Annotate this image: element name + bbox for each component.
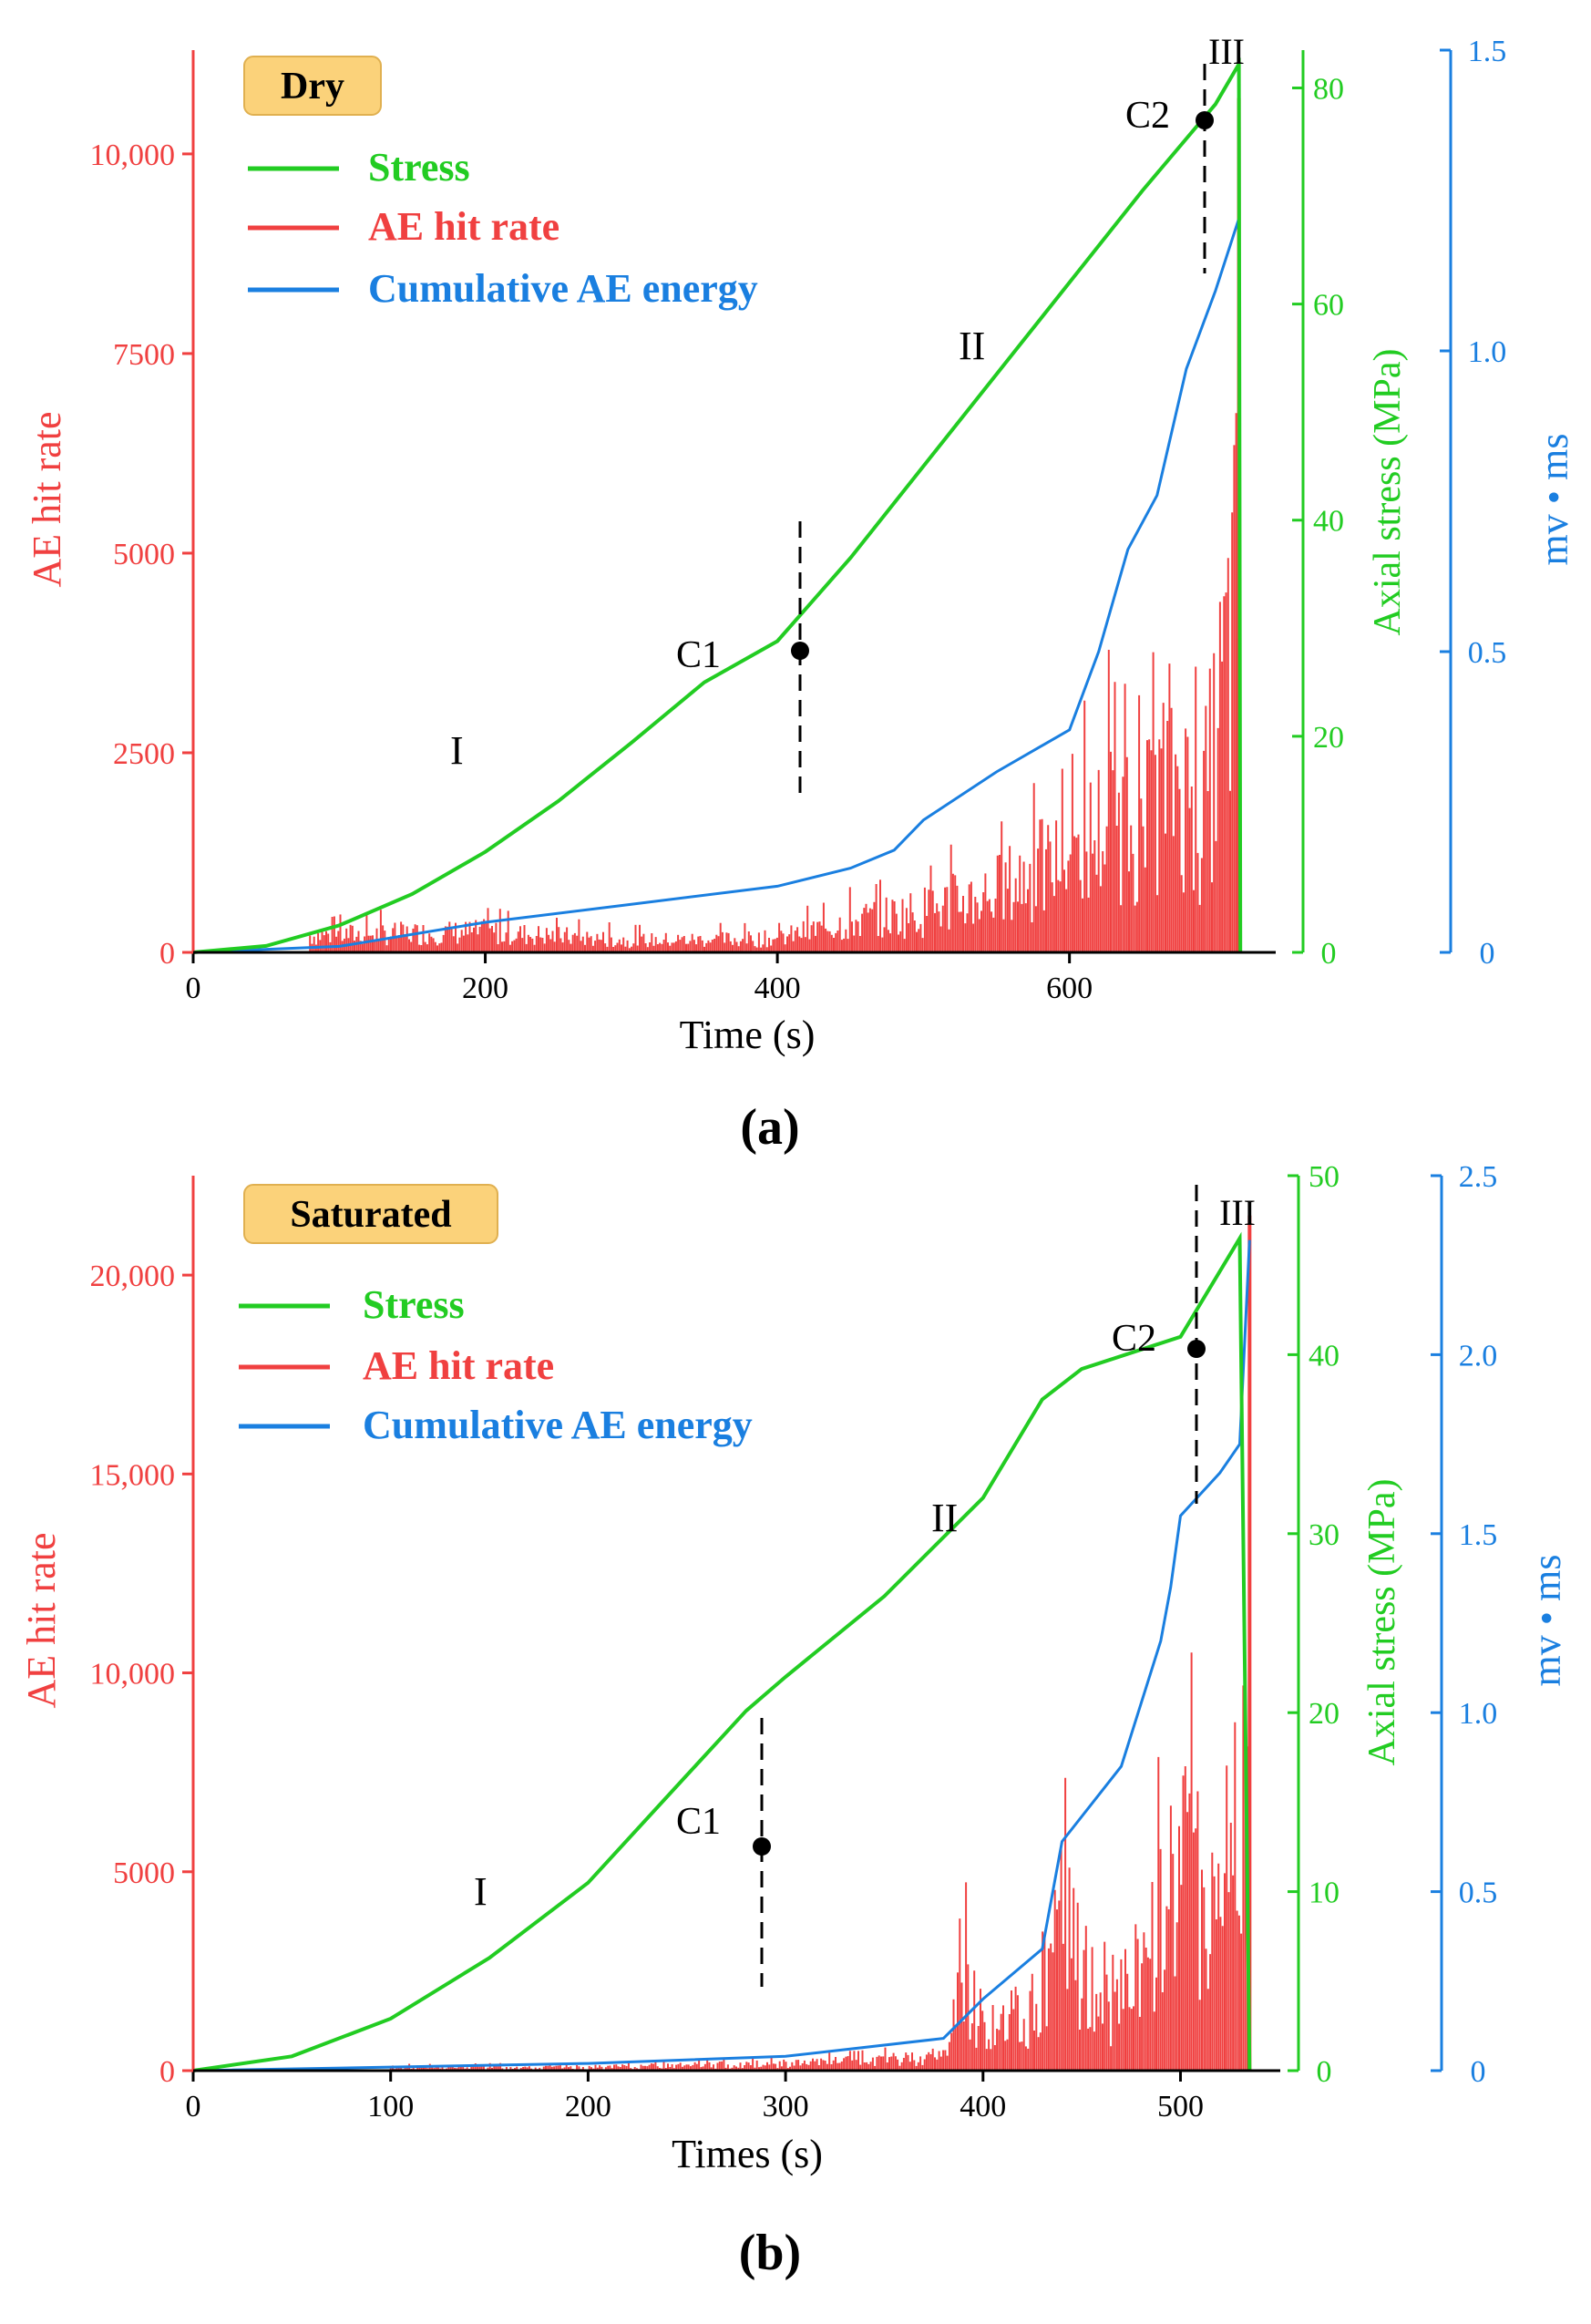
right-tick-label: 0.5	[1459, 1877, 1498, 1910]
c2-label: C2	[1112, 1318, 1156, 1360]
legend-ae-label: AE hit rate	[368, 204, 559, 249]
left-tick-label: 15,000	[90, 1458, 176, 1492]
x-tick-label: 100	[367, 2090, 414, 2123]
mid-tick-label: 60	[1313, 289, 1344, 323]
right-tick-label: 1.0	[1468, 335, 1507, 369]
x-tick-label: 600	[1046, 972, 1093, 1005]
condition-badge	[243, 1184, 498, 1244]
right-tick-label: 1.0	[1459, 1697, 1498, 1731]
left-tick-label: 5000	[113, 1856, 175, 1890]
panel-b: 0 100 200 300 400 5000500010,00015,00020,0000…	[19, 1160, 1569, 2281]
x-tick-label: 0	[186, 2090, 201, 2123]
mid-tick-label: 80	[1313, 72, 1344, 106]
stage-III-label: III	[1208, 31, 1245, 72]
right-tick-label: 2.0	[1459, 1339, 1498, 1373]
cumulative-energy-line	[192, 218, 1241, 954]
stress-line	[192, 1231, 1252, 2072]
legend-energy-label: Cumulative AE energy	[363, 1403, 753, 1447]
left-tick-label: 0	[159, 937, 175, 971]
condition-badge	[243, 56, 382, 116]
stress-line	[192, 57, 1243, 954]
c1-point	[753, 1837, 771, 1856]
left-tick-label: 7500	[113, 338, 175, 372]
mid-tick-label: 30	[1309, 1518, 1340, 1552]
stage-III-label: III	[1219, 1192, 1256, 1233]
legend-ae-label: AE hit rate	[363, 1343, 554, 1388]
condition-badge-label: Saturated	[290, 1194, 451, 1236]
right-axis-title: mv • ms	[1532, 434, 1576, 566]
left-axis-title: AE hit rate	[19, 1532, 64, 1708]
ae-hit-rate-bars	[389, 1215, 1252, 2071]
axis-ticks: 0 200 400 600 0 2500 5000 7500 10,000 0 20 40 60 80 0 0…	[90, 35, 1507, 1005]
x-tick-label: 400	[754, 972, 801, 1005]
mid-axis-title: Axial stress (MPa)	[1367, 349, 1409, 636]
left-tick-label: 10,000	[90, 139, 176, 172]
axis-ticks: 0 100 200 300 400 5000500010,00015,00020,0000…	[90, 1160, 1498, 2123]
mid-tick-label: 40	[1313, 505, 1344, 539]
panel-caption: (b)	[739, 2225, 801, 2281]
left-axis-title: AE hit rate	[25, 411, 69, 587]
right-tick-label: 0	[1480, 937, 1495, 971]
panel-a: 0 200 400 600 0 2500 5000 7500 10,000 0 20 40 60 80 0 0…	[25, 31, 1576, 1156]
x-tick-label: 300	[763, 2090, 809, 2123]
right-tick-label: 1.5	[1459, 1518, 1498, 1552]
legend-energy-label: Cumulative AE energy	[368, 266, 758, 311]
mid-tick-label: 50	[1309, 1160, 1340, 1194]
left-tick-label: 20,000	[90, 1260, 176, 1293]
c1-point	[791, 642, 809, 660]
right-tick-label: 0.5	[1468, 636, 1507, 670]
mid-tick-label: 20	[1313, 721, 1344, 755]
c2-label: C2	[1125, 95, 1170, 137]
x-tick-label: 500	[1157, 2090, 1204, 2123]
mid-tick-label: 10	[1309, 1877, 1340, 1910]
condition-badge-label: Dry	[281, 66, 344, 108]
mid-tick-label: 40	[1309, 1339, 1340, 1373]
mid-tick-label: 0	[1317, 2055, 1332, 2089]
right-axis-title: mv • ms	[1524, 1555, 1569, 1687]
mid-tick-label: 0	[1321, 937, 1337, 971]
right-tick-label: 2.5	[1459, 1160, 1498, 1194]
x-axis-title: Times (s)	[672, 2132, 823, 2176]
cumulative-energy-line	[192, 1239, 1251, 2072]
mid-axis-title: Axial stress (MPa)	[1361, 1479, 1403, 1766]
x-tick-label: 200	[462, 972, 508, 1005]
left-tick-label: 2500	[113, 737, 175, 771]
stage-II-label: II	[959, 324, 985, 368]
right-tick-label: 0	[1471, 2055, 1486, 2089]
right-tick-label: 1.5	[1468, 35, 1507, 68]
c1-label: C1	[676, 634, 721, 676]
legend-stress-label: Stress	[363, 1282, 465, 1327]
left-tick-label: 10,000	[90, 1658, 176, 1692]
legend: Stress AE hit rate Cumulative AE energy	[239, 1282, 753, 1447]
x-tick-label: 200	[565, 2090, 611, 2123]
x-tick-label: 0	[186, 972, 201, 1005]
left-tick-label: 5000	[113, 538, 175, 571]
stage-I-label: I	[450, 728, 464, 773]
legend: Stress AE hit rate Cumulative AE energy	[248, 145, 758, 311]
mid-tick-label: 20	[1309, 1697, 1340, 1731]
panel-caption: (a)	[740, 1099, 799, 1156]
x-tick-label: 400	[960, 2090, 1006, 2123]
left-tick-label: 0	[159, 2055, 175, 2089]
stage-I-label: I	[474, 1869, 488, 1914]
c2-point	[1196, 111, 1214, 129]
legend-stress-label: Stress	[368, 145, 470, 190]
c1-label: C1	[676, 1801, 721, 1843]
x-axis-title: Time (s)	[680, 1013, 816, 1057]
c2-point	[1187, 1340, 1206, 1358]
stage-II-label: II	[931, 1496, 958, 1540]
